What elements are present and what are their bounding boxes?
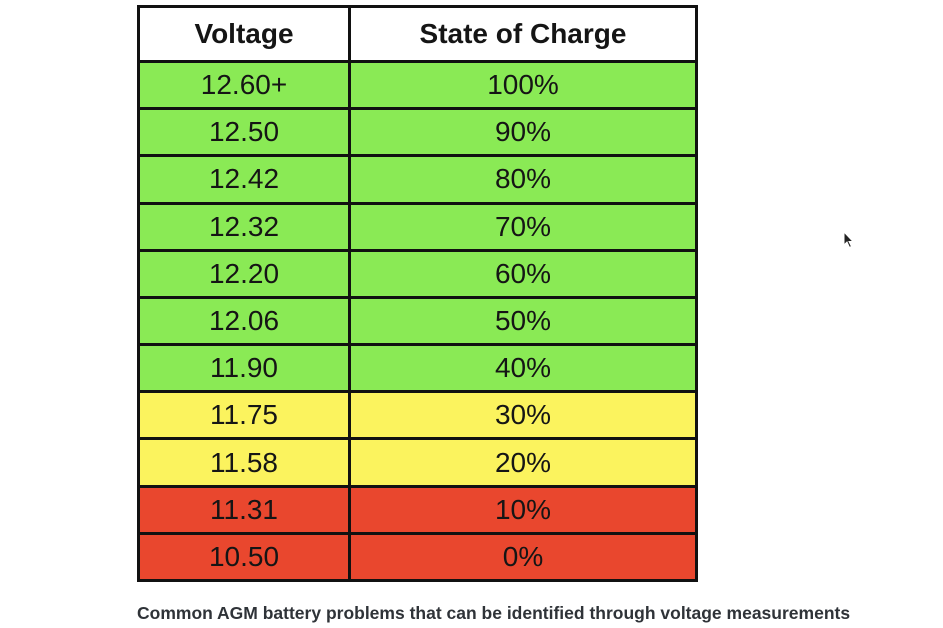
voltage-chart-table: Voltage State of Charge 12.60+ 100% 12.50 9… — [137, 5, 698, 582]
cell-state-of-charge: 40% — [351, 346, 695, 391]
cell-voltage: 11.58 — [140, 440, 348, 485]
cell-voltage: 11.75 — [140, 393, 348, 438]
cell-voltage: 10.50 — [140, 534, 348, 579]
mouse-cursor-icon — [843, 231, 855, 249]
cell-state-of-charge: 60% — [351, 251, 695, 296]
cell-state-of-charge: 10% — [351, 487, 695, 532]
cell-voltage: 11.90 — [140, 346, 348, 391]
cell-voltage: 12.06 — [140, 298, 348, 344]
cell-voltage: 12.42 — [140, 157, 348, 202]
cell-state-of-charge: 90% — [351, 110, 695, 155]
cell-voltage: 12.50 — [140, 110, 348, 155]
cell-voltage: 12.32 — [140, 204, 348, 249]
cell-state-of-charge: 80% — [351, 157, 695, 202]
header-voltage: Voltage — [140, 8, 348, 60]
image-caption: Common AGM battery problems that can be … — [137, 603, 851, 623]
cell-state-of-charge: 0% — [351, 534, 695, 579]
cell-state-of-charge: 70% — [351, 204, 695, 249]
cell-voltage: 12.60+ — [140, 63, 348, 108]
cell-state-of-charge: 20% — [351, 440, 695, 485]
cell-voltage: 12.20 — [140, 251, 348, 296]
cell-state-of-charge: 30% — [351, 393, 695, 438]
cell-state-of-charge: 50% — [351, 298, 695, 344]
header-state-of-charge: State of Charge — [351, 8, 695, 60]
cell-state-of-charge: 100% — [351, 63, 695, 108]
cell-voltage: 11.31 — [140, 487, 348, 532]
